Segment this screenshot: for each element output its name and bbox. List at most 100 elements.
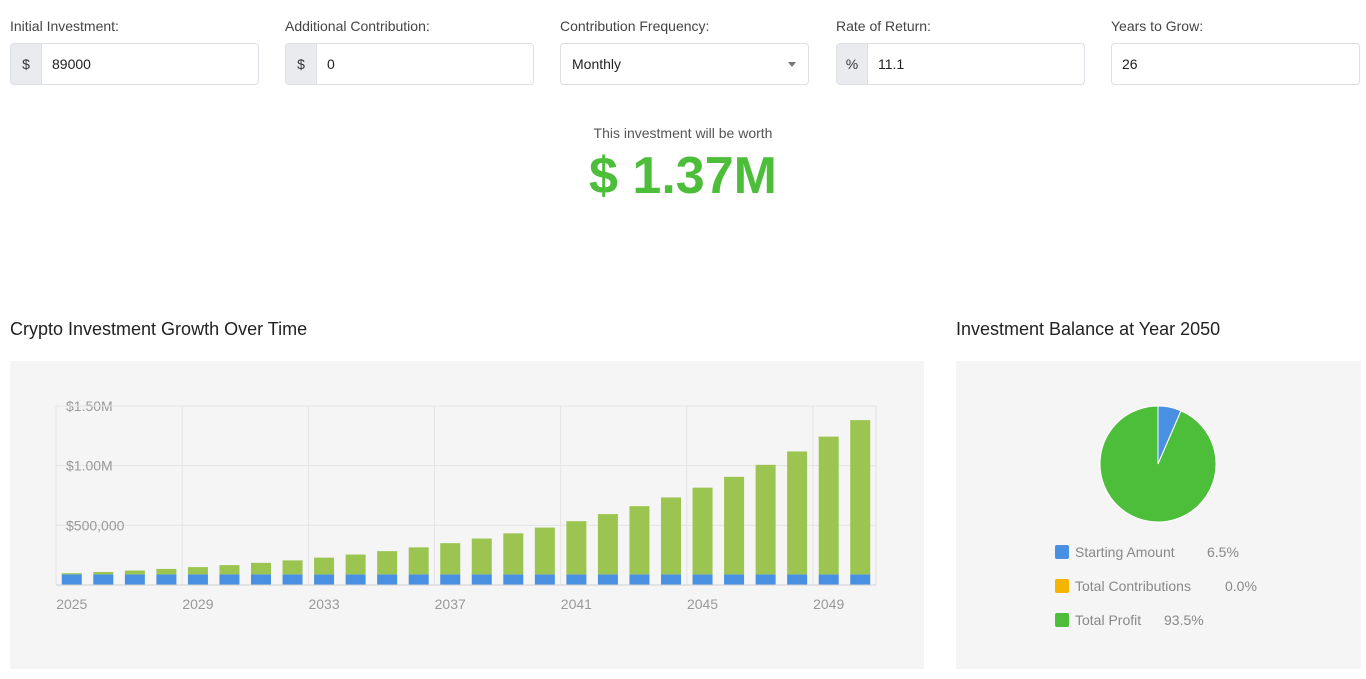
legend-item-total-contributions[interactable]: Total Contributions 0.0%	[1055, 576, 1257, 596]
bar-total-profit-2049[interactable]	[818, 436, 839, 575]
bar-total-profit-2032[interactable]	[282, 560, 303, 575]
bar-starting-amount-2049[interactable]	[818, 574, 839, 585]
bar-starting-amount-2050[interactable]	[850, 574, 871, 585]
years-to-grow-label: Years to Grow:	[1111, 18, 1204, 34]
bar-starting-amount-2028[interactable]	[156, 574, 177, 585]
bar-starting-amount-2029[interactable]	[187, 574, 208, 585]
contribution-frequency-select[interactable]: Monthly	[560, 43, 809, 85]
legend-item-starting-amount[interactable]: Starting Amount 6.5%	[1055, 542, 1239, 562]
bar-total-profit-2026[interactable]	[93, 572, 114, 575]
growth-chart-panel: $500,000 $1.00M $1.50M 2025 2029 2033 2037 2041…	[10, 361, 924, 669]
y-tick-label: $500,000	[66, 517, 125, 533]
legend-label: Starting Amount	[1075, 544, 1175, 560]
x-tick-label: 2041	[561, 596, 592, 612]
bar-starting-amount-2031[interactable]	[251, 574, 271, 585]
legend-swatch	[1055, 579, 1069, 593]
x-tick-label: 2037	[435, 596, 466, 612]
years-to-grow-box	[1111, 43, 1360, 85]
bar-total-profit-2040[interactable]	[534, 527, 555, 575]
bar-total-profit-2028[interactable]	[156, 568, 177, 575]
pie-slice-total-profit[interactable]	[1099, 405, 1217, 523]
bar-total-profit-2046[interactable]	[724, 476, 745, 575]
bar-total-profit-2030[interactable]	[219, 565, 240, 575]
caret-down-icon	[788, 61, 796, 67]
result-value: $ 1.37M	[589, 147, 777, 205]
legend-item-total-profit[interactable]: Total Profit 93.5%	[1055, 610, 1204, 630]
contribution-frequency-label: Contribution Frequency:	[560, 18, 710, 34]
bar-total-profit-2037[interactable]	[440, 543, 461, 575]
bar-starting-amount-2039[interactable]	[503, 574, 524, 585]
initial-investment-input[interactable]	[42, 44, 258, 84]
bar-starting-amount-2040[interactable]	[534, 574, 555, 585]
x-tick-label: 2033	[308, 596, 339, 612]
bar-starting-amount-2025[interactable]	[61, 574, 82, 585]
legend-percent: 93.5%	[1164, 612, 1204, 628]
dollar-prefix: $	[11, 44, 42, 84]
bar-total-profit-2042[interactable]	[597, 514, 618, 575]
bar-starting-amount-2032[interactable]	[282, 574, 303, 585]
bar-total-profit-2043[interactable]	[629, 506, 650, 575]
growth-chart-title: Crypto Investment Growth Over Time	[10, 319, 308, 339]
bar-total-profit-2048[interactable]	[787, 451, 808, 575]
balance-chart-title: Investment Balance at Year 2050	[956, 319, 1221, 339]
initial-investment-label: Initial Investment:	[10, 18, 119, 34]
x-tick-label: 2049	[813, 596, 844, 612]
legend-swatch	[1055, 545, 1069, 559]
bar-starting-amount-2045[interactable]	[692, 574, 713, 585]
bar-starting-amount-2048[interactable]	[787, 574, 808, 585]
bar-total-profit-2025[interactable]	[61, 573, 82, 575]
rate-of-return-input[interactable]	[868, 44, 1084, 84]
bar-starting-amount-2027[interactable]	[124, 574, 145, 585]
bar-starting-amount-2042[interactable]	[597, 574, 618, 585]
result-caption: This investment will be worth	[593, 125, 773, 141]
x-tick-label: 2025	[56, 596, 87, 612]
bar-starting-amount-2038[interactable]	[471, 574, 492, 585]
bar-total-profit-2029[interactable]	[187, 567, 208, 575]
bar-total-profit-2050[interactable]	[850, 420, 871, 575]
additional-contribution-label: Additional Contribution:	[285, 18, 430, 34]
years-to-grow-input[interactable]	[1112, 44, 1359, 84]
rate-of-return-label: Rate of Return:	[836, 18, 931, 34]
bar-total-profit-2027[interactable]	[124, 570, 145, 575]
bar-total-profit-2047[interactable]	[755, 464, 776, 575]
bar-starting-amount-2034[interactable]	[345, 574, 366, 585]
bar-starting-amount-2036[interactable]	[408, 574, 429, 585]
balance-pie-chart	[1099, 405, 1217, 523]
bar-starting-amount-2043[interactable]	[629, 574, 650, 585]
bar-starting-amount-2030[interactable]	[219, 574, 240, 585]
additional-contribution-input[interactable]	[317, 44, 533, 84]
bar-total-profit-2036[interactable]	[408, 547, 429, 575]
bar-starting-amount-2047[interactable]	[755, 574, 776, 585]
x-tick-label: 2045	[687, 596, 718, 612]
balance-chart-panel: Starting Amount 6.5% Total Contributions 0.…	[956, 361, 1361, 669]
percent-prefix: %	[837, 44, 868, 84]
legend-percent: 6.5%	[1207, 544, 1239, 560]
bar-starting-amount-2037[interactable]	[440, 574, 461, 585]
additional-contribution-box: $	[285, 43, 534, 85]
bar-starting-amount-2026[interactable]	[93, 574, 114, 585]
y-tick-label: $1.00M	[66, 458, 113, 474]
bar-total-profit-2033[interactable]	[314, 557, 335, 575]
bar-total-profit-2035[interactable]	[377, 551, 398, 575]
x-tick-label: 2029	[182, 596, 213, 612]
bar-total-profit-2034[interactable]	[345, 554, 366, 575]
bar-total-profit-2031[interactable]	[251, 562, 271, 575]
dollar-prefix: $	[286, 44, 317, 84]
legend-label: Total Contributions	[1075, 578, 1191, 594]
rate-of-return-box: %	[836, 43, 1085, 85]
bar-starting-amount-2044[interactable]	[661, 574, 681, 585]
bar-total-profit-2041[interactable]	[566, 521, 587, 575]
bar-total-profit-2044[interactable]	[661, 497, 681, 575]
bar-total-profit-2038[interactable]	[471, 538, 492, 575]
bar-total-profit-2045[interactable]	[692, 487, 713, 575]
bar-starting-amount-2046[interactable]	[724, 574, 745, 585]
bar-starting-amount-2035[interactable]	[377, 574, 398, 585]
bar-starting-amount-2041[interactable]	[566, 574, 587, 585]
contribution-frequency-value: Monthly	[572, 56, 622, 72]
bar-starting-amount-2033[interactable]	[314, 574, 335, 585]
legend-percent: 0.0%	[1225, 578, 1257, 594]
initial-investment-box: $	[10, 43, 259, 85]
bar-total-profit-2039[interactable]	[503, 533, 524, 575]
legend-swatch	[1055, 613, 1069, 627]
